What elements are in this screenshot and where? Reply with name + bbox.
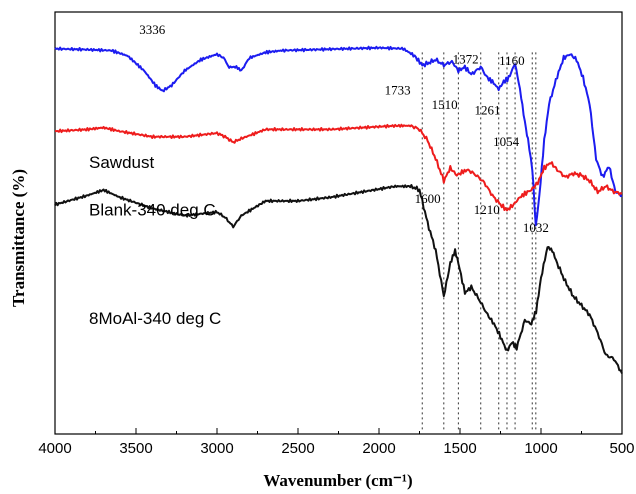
x-tick-label: 3000 <box>200 440 233 457</box>
series-labels: Sawdust Blank-340 deg C 8MoAl-340 deg C <box>89 153 221 328</box>
x-axis: 4000 3500 3000 2500 2000 1500 1000 500 <box>38 428 635 457</box>
x-tick-label: 1000 <box>524 440 557 457</box>
x-tick-label: 3500 <box>119 440 152 457</box>
peak-label: 1733 <box>385 83 411 98</box>
series-label: Sawdust <box>89 153 154 172</box>
peak-labels: 3336 1733 1510 1372 1261 1160 1054 1032 1600 1210 <box>139 22 549 235</box>
x-tick-label: 500 <box>609 440 634 457</box>
x-tick-label: 2000 <box>362 440 395 457</box>
series-line <box>54 45 623 227</box>
series-line <box>54 123 623 212</box>
peak-label: 1160 <box>499 53 525 68</box>
series-group <box>54 45 623 374</box>
peak-label: 1032 <box>523 220 549 235</box>
peak-label: 1510 <box>432 97 458 112</box>
series-label: 8MoAl-340 deg C <box>89 309 221 328</box>
x-axis-title: Wavenumber (cm⁻¹) <box>263 471 412 490</box>
series-label: Blank-340 deg C <box>89 201 216 220</box>
peak-label: 3336 <box>139 22 166 37</box>
peak-label: 1372 <box>453 51 479 66</box>
peak-label: 1054 <box>493 134 520 149</box>
x-tick-label: 1500 <box>443 440 476 457</box>
peak-label: 1600 <box>415 191 441 206</box>
peak-label: 1261 <box>475 103 501 118</box>
y-axis-title: Transmittance (%) <box>9 169 28 307</box>
x-tick-label: 2500 <box>281 440 314 457</box>
x-tick-label: 4000 <box>38 440 71 457</box>
series-line <box>54 184 623 374</box>
peak-label: 1210 <box>474 202 500 217</box>
